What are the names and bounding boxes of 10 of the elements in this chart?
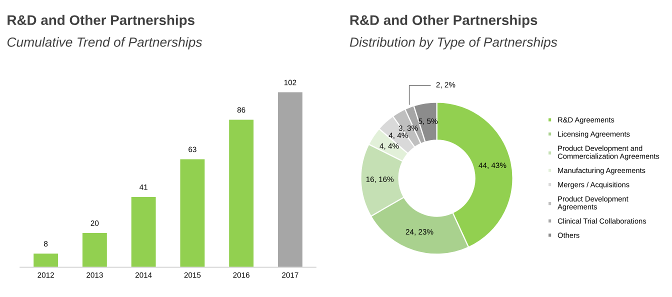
chart-subtitle: Distribution by Type of Partnerships [350, 37, 558, 50]
bar [180, 159, 205, 268]
bar [131, 196, 156, 268]
chart-title: R&D and Other Partnerships [8, 14, 194, 28]
bar [82, 232, 107, 268]
bar [278, 92, 302, 268]
chart-subtitle: Cumulative Trend of Partnerships [7, 37, 202, 50]
bar [34, 254, 58, 268]
bar [229, 120, 254, 268]
chart-title: R&D and Other Partnerships [350, 14, 538, 28]
